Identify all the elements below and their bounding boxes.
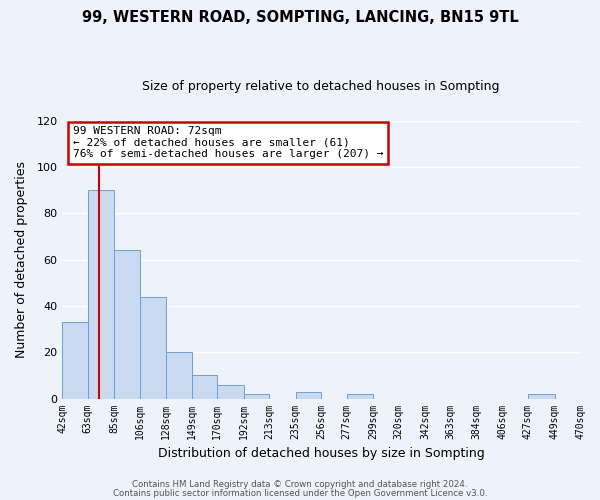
Bar bbox=[347, 394, 373, 398]
Bar bbox=[192, 376, 217, 398]
Bar bbox=[244, 394, 269, 398]
Y-axis label: Number of detached properties: Number of detached properties bbox=[15, 161, 28, 358]
Bar bbox=[88, 190, 115, 398]
Title: Size of property relative to detached houses in Sompting: Size of property relative to detached ho… bbox=[142, 80, 500, 93]
Bar bbox=[140, 296, 166, 398]
Bar bbox=[296, 392, 321, 398]
Bar bbox=[115, 250, 140, 398]
Text: Contains public sector information licensed under the Open Government Licence v3: Contains public sector information licen… bbox=[113, 488, 487, 498]
Bar bbox=[62, 322, 88, 398]
Text: 99 WESTERN ROAD: 72sqm
← 22% of detached houses are smaller (61)
76% of semi-det: 99 WESTERN ROAD: 72sqm ← 22% of detached… bbox=[73, 126, 383, 160]
Bar bbox=[528, 394, 554, 398]
Bar bbox=[217, 384, 244, 398]
Text: Contains HM Land Registry data © Crown copyright and database right 2024.: Contains HM Land Registry data © Crown c… bbox=[132, 480, 468, 489]
X-axis label: Distribution of detached houses by size in Sompting: Distribution of detached houses by size … bbox=[158, 447, 485, 460]
Bar bbox=[166, 352, 192, 399]
Text: 99, WESTERN ROAD, SOMPTING, LANCING, BN15 9TL: 99, WESTERN ROAD, SOMPTING, LANCING, BN1… bbox=[82, 10, 518, 25]
